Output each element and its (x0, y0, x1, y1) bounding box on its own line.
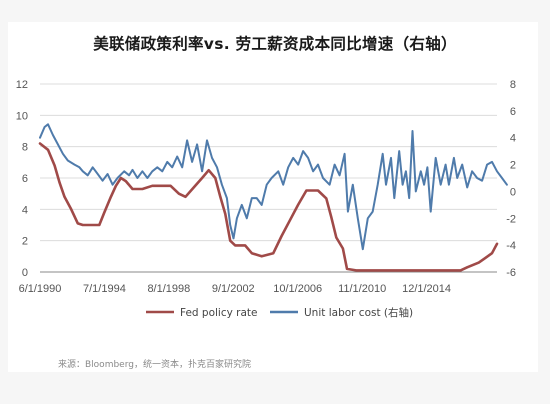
x-tick-label: 7/1/1994 (83, 283, 126, 295)
legend-label: Unit labor cost (右轴) (304, 306, 413, 319)
y-left-tick-label: 2 (22, 236, 28, 248)
y-left-tick-label: 10 (16, 110, 28, 122)
y-right-tick-label: 6 (510, 106, 516, 118)
y-left-tick-label: 8 (22, 142, 28, 154)
source-note: 来源：Bloomberg，统一资本，扑克百家研究院 (58, 360, 251, 370)
legend-label: Fed policy rate (180, 307, 258, 319)
chart-panel (8, 22, 538, 372)
unit-labor-cost-line (39, 123, 508, 251)
x-tick-label: 9/1/2002 (212, 283, 255, 295)
y-right-tick-label: 4 (510, 133, 516, 145)
y-left-tick-label: 0 (22, 267, 28, 279)
x-tick-label: 8/1/1998 (147, 283, 190, 295)
y-right-tick-label: 8 (510, 79, 516, 91)
y-left-tick-label: 6 (22, 173, 28, 185)
x-tick-label: 10/1/2006 (273, 283, 322, 295)
y-right-tick-label: -2 (506, 213, 516, 225)
y-right-tick-label: 2 (510, 160, 516, 172)
y-left-tick-label: 12 (16, 79, 28, 91)
chart-title: 美联储政策利率vs. 劳工薪资成本同比增速（右轴） (93, 35, 457, 53)
y-left-tick-label: 4 (22, 204, 28, 216)
x-tick-label: 12/1/2014 (402, 283, 451, 295)
y-right-tick-label: -4 (506, 240, 516, 252)
y-right-tick-label: -6 (506, 267, 516, 279)
x-tick-label: 11/1/2010 (338, 283, 386, 295)
fed-policy-rate-line (38, 142, 499, 272)
x-tick-label: 6/1/1990 (19, 283, 62, 295)
y-right-tick-label: 0 (510, 186, 516, 198)
